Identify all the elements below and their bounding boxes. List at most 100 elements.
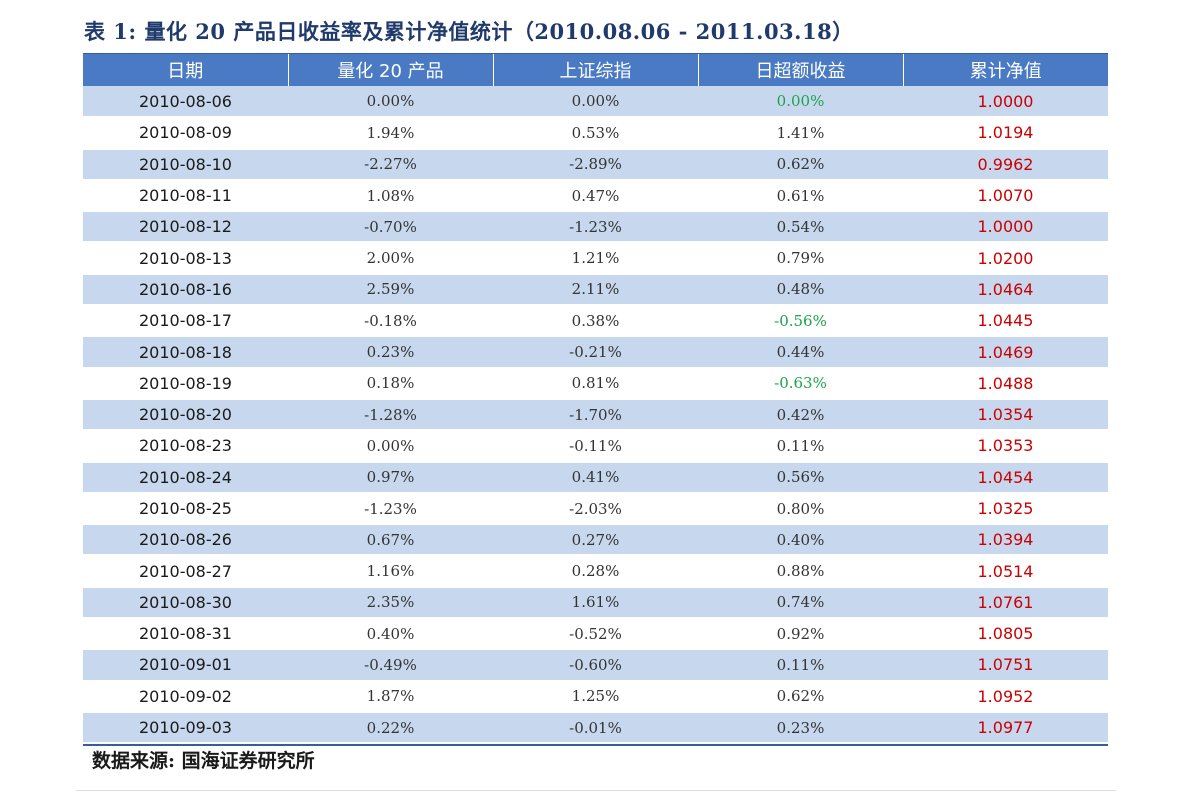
cell-index-return: -1.70%	[493, 398, 698, 432]
cell-cumulative-nav: 0.9962	[903, 148, 1108, 181]
cell-product-return: -0.49%	[288, 649, 493, 682]
cell-cumulative-nav: 1.0761	[903, 586, 1108, 620]
cell-cumulative-nav: 1.0070	[903, 179, 1108, 213]
table-row: 2010-09-01 -0.49% -0.60% 0.11% 1.0751	[83, 649, 1108, 682]
cell-product-return: 0.00%	[288, 430, 493, 463]
cell-product-return: 0.18%	[288, 367, 493, 400]
cell-date: 2010-09-01	[83, 649, 288, 682]
cell-date: 2010-08-06	[83, 86, 288, 119]
cell-date: 2010-08-20	[83, 398, 288, 432]
cell-cumulative-nav: 1.0445	[903, 305, 1108, 338]
cell-product-return: 2.59%	[288, 273, 493, 307]
cell-index-return: 0.81%	[493, 367, 698, 400]
cell-product-return: 0.67%	[288, 524, 493, 557]
cell-excess-return: 0.54%	[698, 211, 903, 244]
cell-cumulative-nav: 1.0488	[903, 367, 1108, 400]
cell-product-return: 0.97%	[288, 461, 493, 494]
cell-excess-return: 0.00%	[698, 86, 903, 119]
cell-cumulative-nav: 1.0805	[903, 618, 1108, 651]
table-row: 2010-08-31 0.40% -0.52% 0.92% 1.0805	[83, 618, 1108, 651]
table-row: 2010-08-27 1.16% 0.28% 0.88% 1.0514	[83, 555, 1108, 588]
cell-date: 2010-08-30	[83, 586, 288, 620]
cell-cumulative-nav: 1.0000	[903, 211, 1108, 244]
table-row: 2010-08-30 2.35% 1.61% 0.74% 1.0761	[83, 586, 1108, 620]
header-cumulative-nav: 累计净值	[903, 54, 1108, 86]
cell-cumulative-nav: 1.0354	[903, 398, 1108, 432]
cell-index-return: 0.28%	[493, 555, 698, 588]
cell-date: 2010-09-02	[83, 680, 288, 713]
cell-cumulative-nav: 1.0751	[903, 649, 1108, 682]
cell-cumulative-nav: 1.0454	[903, 461, 1108, 494]
cell-product-return: -0.70%	[288, 211, 493, 244]
cell-excess-return: 0.62%	[698, 680, 903, 713]
cell-product-return: -1.28%	[288, 398, 493, 432]
cell-date: 2010-08-13	[83, 242, 288, 275]
cell-product-return: -0.18%	[288, 305, 493, 338]
cell-date: 2010-08-10	[83, 148, 288, 181]
cell-excess-return: 0.42%	[698, 398, 903, 432]
cell-cumulative-nav: 1.0464	[903, 273, 1108, 307]
cell-excess-return: 0.61%	[698, 179, 903, 213]
cell-excess-return: 0.62%	[698, 148, 903, 181]
cell-index-return: -2.03%	[493, 492, 698, 526]
cell-product-return: 1.94%	[288, 117, 493, 150]
cell-product-return: 1.87%	[288, 680, 493, 713]
table-row: 2010-08-18 0.23% -0.21% 0.44% 1.0469	[83, 336, 1108, 369]
cell-cumulative-nav: 1.0194	[903, 117, 1108, 150]
cell-product-return: -2.27%	[288, 148, 493, 181]
table-row: 2010-08-24 0.97% 0.41% 0.56% 1.0454	[83, 461, 1108, 494]
cell-product-return: 2.35%	[288, 586, 493, 620]
table-row: 2010-08-10 -2.27% -2.89% 0.62% 0.9962	[83, 148, 1108, 181]
cell-cumulative-nav: 1.0394	[903, 524, 1108, 557]
cell-excess-return: 0.88%	[698, 555, 903, 588]
cell-date: 2010-08-16	[83, 273, 288, 307]
cell-date: 2010-08-17	[83, 305, 288, 338]
cell-date: 2010-08-31	[83, 618, 288, 651]
cell-date: 2010-08-12	[83, 211, 288, 244]
cell-product-return: 2.00%	[288, 242, 493, 275]
table-row: 2010-08-19 0.18% 0.81% -0.63% 1.0488	[83, 367, 1108, 400]
cell-excess-return: 0.48%	[698, 273, 903, 307]
table-row: 2010-08-20 -1.28% -1.70% 0.42% 1.0354	[83, 398, 1108, 432]
cell-cumulative-nav: 1.0952	[903, 680, 1108, 713]
cell-product-return: -1.23%	[288, 492, 493, 526]
cell-excess-return: 0.11%	[698, 430, 903, 463]
cell-product-return: 0.00%	[288, 86, 493, 119]
cell-excess-return: 0.11%	[698, 649, 903, 682]
header-product-return: 量化 20 产品	[288, 54, 494, 86]
cell-date: 2010-08-27	[83, 555, 288, 588]
cell-index-return: 0.38%	[493, 305, 698, 338]
cell-cumulative-nav: 1.0325	[903, 492, 1108, 526]
table-row: 2010-08-23 0.00% -0.11% 0.11% 1.0353	[83, 430, 1108, 463]
cell-excess-return: 0.80%	[698, 492, 903, 526]
cell-product-return: 0.40%	[288, 618, 493, 651]
table-row: 2010-08-12 -0.70% -1.23% 0.54% 1.0000	[83, 211, 1108, 244]
cell-date: 2010-09-03	[83, 711, 288, 745]
cell-index-return: 0.27%	[493, 524, 698, 557]
cell-date: 2010-08-18	[83, 336, 288, 369]
table-body: 2010-08-06 0.00% 0.00% 0.00% 1.0000 2010-08-0…	[83, 86, 1108, 745]
cell-index-return: -0.21%	[493, 336, 698, 369]
cell-excess-return: 0.44%	[698, 336, 903, 369]
cell-product-return: 1.16%	[288, 555, 493, 588]
header-row: 日期 量化 20 产品 上证综指 日超额收益 累计净值	[83, 54, 1108, 86]
table-row: 2010-08-17 -0.18% 0.38% -0.56% 1.0445	[83, 305, 1108, 338]
cell-excess-return: 0.40%	[698, 524, 903, 557]
cell-excess-return: -0.63%	[698, 367, 903, 400]
cell-index-return: -0.60%	[493, 649, 698, 682]
table-row: 2010-09-02 1.87% 1.25% 0.62% 1.0952	[83, 680, 1108, 713]
data-table: 日期 量化 20 产品 上证综指 日超额收益 累计净值 2010-08-06 0.…	[83, 54, 1108, 745]
table-row: 2010-08-09 1.94% 0.53% 1.41% 1.0194	[83, 117, 1108, 150]
cell-date: 2010-08-24	[83, 461, 288, 494]
cell-index-return: 0.53%	[493, 117, 698, 150]
cell-excess-return: 0.92%	[698, 618, 903, 651]
cell-index-return: -0.52%	[493, 618, 698, 651]
cell-product-return: 1.08%	[288, 179, 493, 213]
cell-excess-return: 0.56%	[698, 461, 903, 494]
cell-index-return: -0.01%	[493, 711, 698, 745]
header-date: 日期	[83, 54, 289, 86]
cell-index-return: -1.23%	[493, 211, 698, 244]
cell-cumulative-nav: 1.0353	[903, 430, 1108, 463]
header-index-return: 上证综指	[493, 54, 699, 86]
cell-cumulative-nav: 1.0000	[903, 86, 1108, 119]
